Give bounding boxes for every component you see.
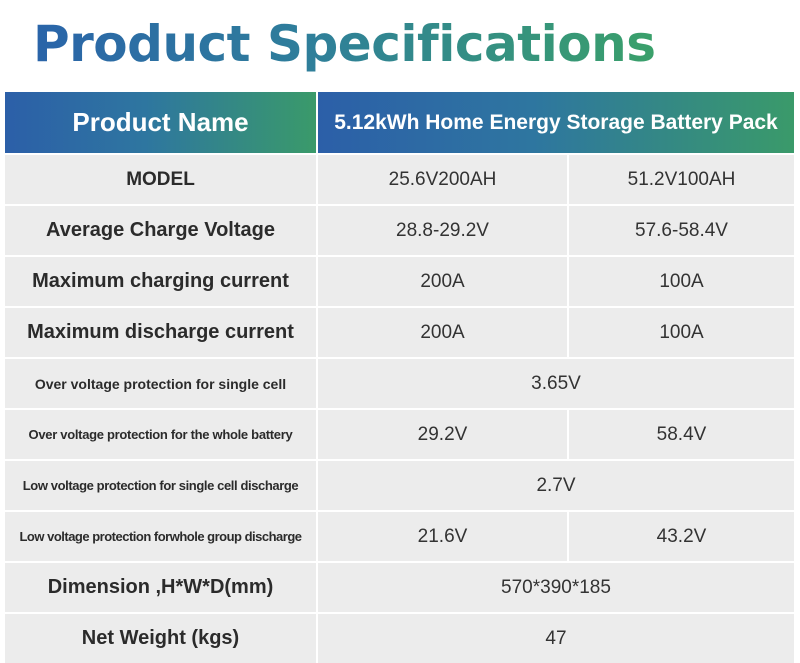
cell-value: 51.2V100AH	[569, 155, 794, 204]
row-label-model: MODEL	[5, 155, 316, 204]
cell-value: 29.2V	[318, 410, 567, 459]
product-name-label: Product Name	[5, 92, 316, 153]
table-row: Low voltage protection forwhole group di…	[5, 512, 794, 561]
cell-value: 25.6V200AH	[318, 155, 567, 204]
table-row: Low voltage protection for single cell d…	[5, 461, 794, 510]
cell-value: 200A	[318, 308, 567, 357]
table-row: Maximum charging current 200A 100A	[5, 257, 794, 306]
product-name-value: 5.12kWh Home Energy Storage Battery Pack	[318, 92, 794, 153]
cell-value: 43.2V	[569, 512, 794, 561]
cell-value: 28.8-29.2V	[318, 206, 567, 255]
table-row: MODEL 25.6V200AH 51.2V100AH	[5, 155, 794, 204]
cell-value: 58.4V	[569, 410, 794, 459]
cell-value: 100A	[569, 257, 794, 306]
table-row: Dimension ,H*W*D(mm) 570*390*185	[5, 563, 794, 612]
row-label: Low voltage protection forwhole group di…	[5, 512, 316, 561]
cell-value: 57.6-58.4V	[569, 206, 794, 255]
cell-value-merged: 3.65V	[318, 359, 794, 408]
row-label: Low voltage protection for single cell d…	[5, 461, 316, 510]
row-label: Maximum discharge current	[5, 308, 316, 357]
row-label: Over voltage protection for single cell	[5, 359, 316, 408]
table-row: Net Weight (kgs) 47	[5, 614, 794, 663]
cell-value: 100A	[569, 308, 794, 357]
cell-value: 200A	[318, 257, 567, 306]
row-label: Dimension ,H*W*D(mm)	[5, 563, 316, 612]
cell-value-merged: 570*390*185	[318, 563, 794, 612]
row-label: Over voltage protection for the whole ba…	[5, 410, 316, 459]
row-label: Maximum charging current	[5, 257, 316, 306]
table-row: Average Charge Voltage 28.8-29.2V 57.6-5…	[5, 206, 794, 255]
table-row: Over voltage protection for the whole ba…	[5, 410, 794, 459]
table-header-row: Product Name 5.12kWh Home Energy Storage…	[5, 92, 794, 153]
table-row: Over voltage protection for single cell …	[5, 359, 794, 408]
page-title: Product Specifications	[33, 4, 656, 84]
row-label: Average Charge Voltage	[5, 206, 316, 255]
cell-value: 21.6V	[318, 512, 567, 561]
table-row: Maximum discharge current 200A 100A	[5, 308, 794, 357]
cell-value-merged: 47	[318, 614, 794, 663]
row-label: Net Weight (kgs)	[5, 614, 316, 663]
cell-value-merged: 2.7V	[318, 461, 794, 510]
